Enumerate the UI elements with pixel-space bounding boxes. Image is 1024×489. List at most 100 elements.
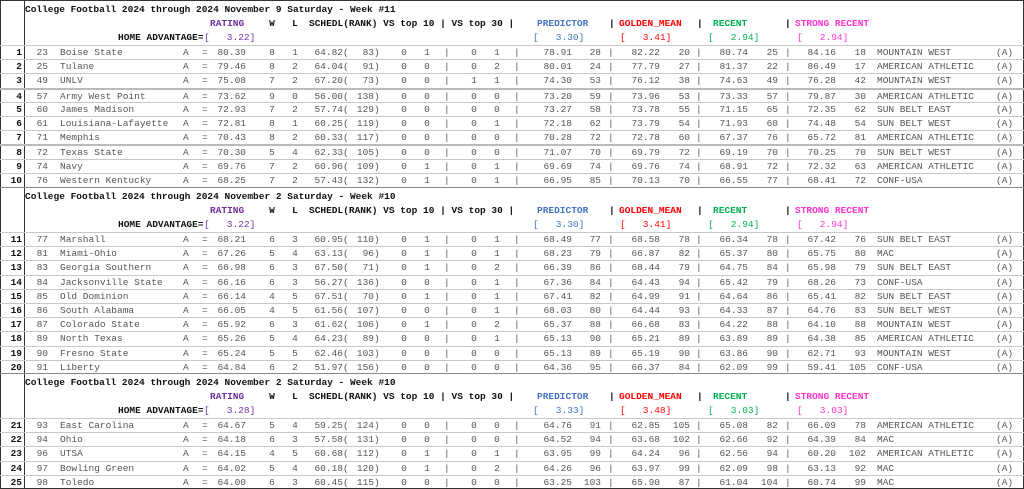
top30-wins: 0 xyxy=(471,361,477,373)
column-separator: | xyxy=(696,262,702,274)
team-name: Louisiana-Lafayette xyxy=(60,118,169,129)
team-name: Ohio xyxy=(60,434,83,446)
conference: SUN BELT WEST xyxy=(877,147,952,159)
column-separator: | xyxy=(514,118,520,129)
losses-header: L xyxy=(292,18,298,29)
column-separator: | xyxy=(444,476,450,488)
open-paren: ( xyxy=(343,118,349,129)
division-letter: A xyxy=(183,103,189,115)
open-paren: ( xyxy=(343,61,349,73)
conference: SUN BELT EAST xyxy=(877,262,952,274)
predictor-value: 73.20 xyxy=(543,90,572,102)
column-separator: | xyxy=(514,476,520,488)
equals-sign: = xyxy=(202,47,208,58)
rating-value: 64.67 xyxy=(217,420,246,431)
equals-sign: = xyxy=(202,276,208,288)
column-separator: | xyxy=(608,75,614,87)
column-separator: | xyxy=(514,347,520,359)
schedule-strength: 60.95 xyxy=(314,234,343,245)
schedule-rank: 70 xyxy=(362,290,374,302)
team-name: Fresno State xyxy=(60,347,129,359)
top10-losses: 0 xyxy=(424,276,430,288)
team-rank: 72 xyxy=(36,147,48,159)
rating-value: 64.18 xyxy=(217,434,246,446)
predictor-value: 68.49 xyxy=(543,234,572,245)
wins: 6 xyxy=(269,234,275,245)
top30-wins: 0 xyxy=(471,262,477,274)
open-paren: ( xyxy=(343,262,349,274)
schedule-rank: 131 xyxy=(356,434,374,446)
open-paren: ( xyxy=(343,276,349,288)
column-separator: | xyxy=(514,103,520,115)
column-separator: | xyxy=(696,103,702,115)
wins: 7 xyxy=(269,75,275,87)
column-separator: | xyxy=(444,160,450,172)
top30-wins: 0 xyxy=(471,434,477,446)
rating-value: 69.76 xyxy=(217,160,246,172)
column-separator: | xyxy=(514,361,520,373)
recent-advantage-value: [ 2.94] xyxy=(708,219,760,230)
division-letter: A xyxy=(183,347,189,359)
conference: AMERICAN ATHLETIC xyxy=(877,420,974,431)
strong-recent-header: STRONG RECENT xyxy=(795,205,870,216)
close-paren: ) xyxy=(374,103,380,115)
division-tag: (A) xyxy=(996,262,1014,274)
wins: 4 xyxy=(269,305,275,316)
table-row: 22 94 Ohio A = 64.18 6 3 57.58(131) 0 0 | 0 0 | 64.52 94… xyxy=(0,432,1024,446)
predictor-value: 65.13 xyxy=(543,333,572,345)
top30-losses: 1 xyxy=(494,276,500,288)
column-separator: | xyxy=(785,476,791,488)
recent-rank: 84 xyxy=(766,262,778,274)
recent-header: RECENT xyxy=(713,205,748,216)
table-row: 21 93 East Carolina A = 64.67 5 4 59.25(124) 0 0 | 0… xyxy=(0,418,1024,432)
column-separator: | xyxy=(696,420,702,431)
top30-losses: 1 xyxy=(494,448,500,460)
column-separator: | xyxy=(608,434,614,446)
predictor-value: 80.01 xyxy=(543,61,572,73)
top30-wins: 0 xyxy=(471,234,477,245)
conference: MAC xyxy=(877,462,895,474)
division-letter: A xyxy=(183,333,189,345)
losses-header: L xyxy=(292,205,298,216)
team-name: Jacksonville State xyxy=(60,276,163,288)
home-advantage-label: HOME ADVANTAGE= xyxy=(118,32,204,43)
open-paren: ( xyxy=(343,132,349,144)
team-rank: 89 xyxy=(36,333,48,345)
column-separator: | xyxy=(444,174,450,186)
top30-losses: 1 xyxy=(494,118,500,129)
recent-value: 65.37 xyxy=(719,248,748,260)
predictor-value: 63.25 xyxy=(543,476,572,488)
golden-mean-value: 63.68 xyxy=(631,434,660,446)
top30-wins: 0 xyxy=(471,147,477,159)
golden-mean-value: 66.87 xyxy=(631,248,660,260)
table-row: 13 83 Georgia Southern A = 66.98 6 3 67.50(71) 0 1… xyxy=(0,260,1024,274)
golden-mean-rank: 91 xyxy=(678,290,690,302)
column-separator: | xyxy=(444,333,450,345)
home-advantage-value: [ 3.28] xyxy=(204,405,256,416)
column-separator: | xyxy=(444,462,450,474)
open-paren: ( xyxy=(343,90,349,102)
division-tag: (A) xyxy=(996,234,1014,245)
strong-recent-value: 65.41 xyxy=(807,290,836,302)
top10-losses: 0 xyxy=(424,361,430,373)
losses: 4 xyxy=(292,147,298,159)
column-separator: | xyxy=(696,361,702,373)
predictor-value: 71.07 xyxy=(543,147,572,159)
close-paren: ) xyxy=(374,90,380,102)
recent-rank: 99 xyxy=(766,361,778,373)
team-name: East Carolina xyxy=(60,420,135,431)
equals-sign: = xyxy=(202,234,208,245)
table-row: 2 25 Tulane A = 79.46 8 2 64.04(91) 0 0 | 0 2 | 80.01 24… xyxy=(0,59,1024,73)
predictor-value: 64.36 xyxy=(543,361,572,373)
strong-recent-rank: 70 xyxy=(854,147,866,159)
strong-recent-value: 64.39 xyxy=(807,434,836,446)
close-paren: ) xyxy=(374,75,380,87)
top10-losses: 1 xyxy=(424,262,430,274)
golden-mean-rank: 93 xyxy=(678,305,690,316)
column-separator: | xyxy=(608,462,614,474)
team-name: Memphis xyxy=(60,132,100,144)
predictor-rank: 86 xyxy=(589,262,601,274)
strong-recent-value: 76.28 xyxy=(807,75,836,87)
predictor-value: 65.13 xyxy=(543,347,572,359)
division-letter: A xyxy=(183,361,189,373)
